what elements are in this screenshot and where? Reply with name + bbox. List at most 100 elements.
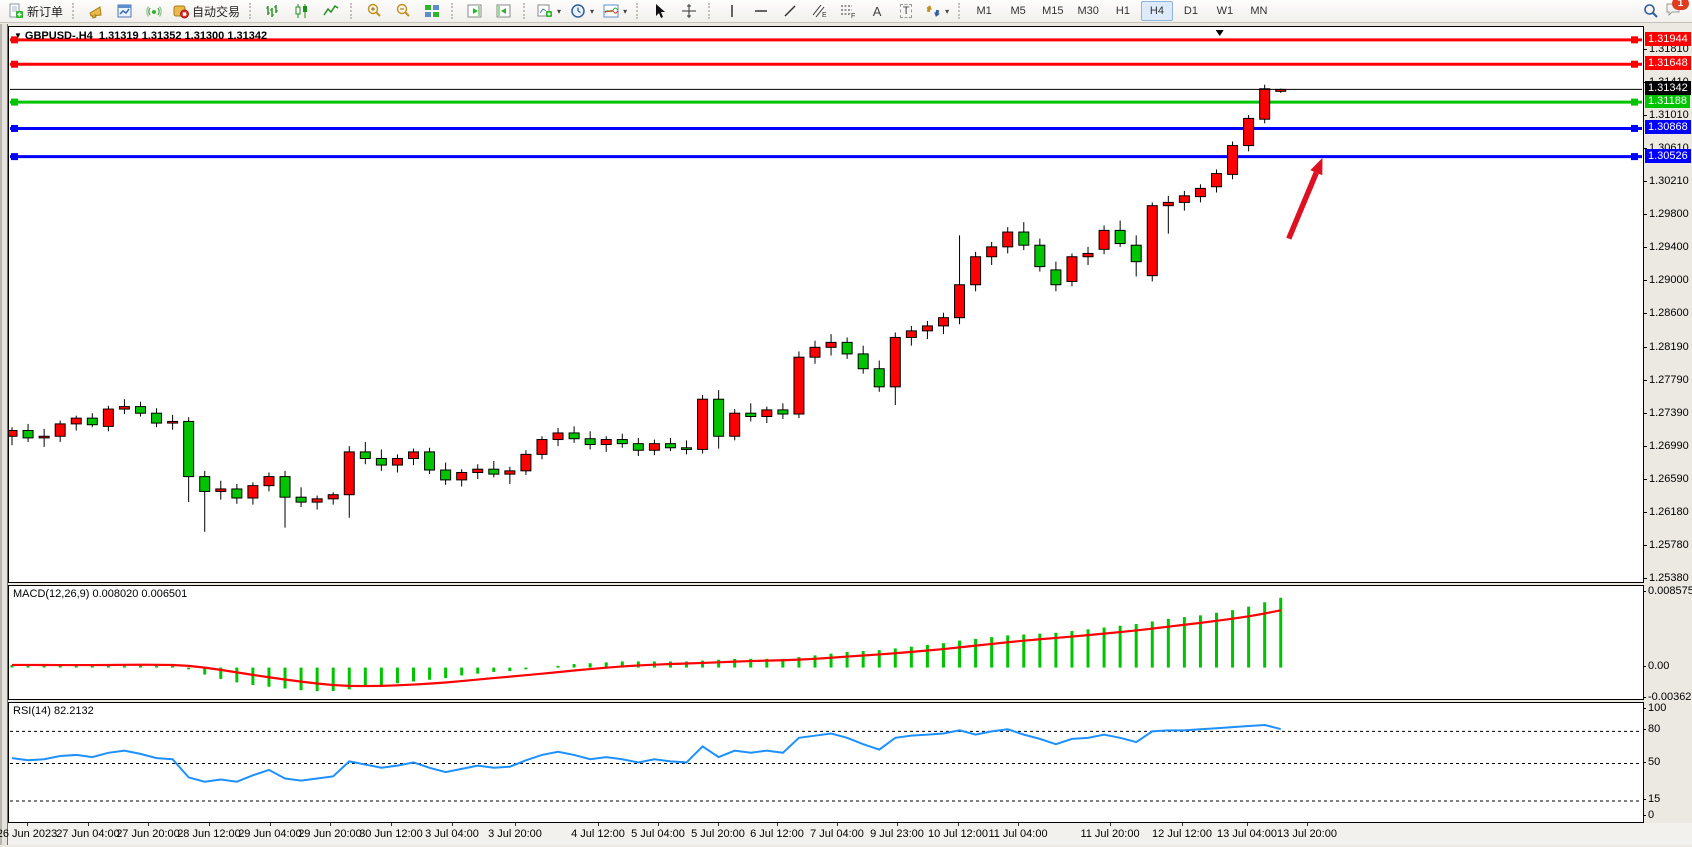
horizontal-line-tool-button[interactable]: [747, 0, 775, 22]
chat-badge: 1: [1672, 0, 1689, 10]
hline-handle[interactable]: [11, 60, 18, 68]
price-tag-1.31648: 1.31648: [1645, 56, 1691, 71]
toolbar-separator: [249, 3, 254, 19]
price-tick-label: 1.31810: [1643, 42, 1689, 55]
templates-button[interactable]: ▾: [599, 0, 631, 22]
zoom-out-button[interactable]: [389, 0, 417, 22]
date-tick: [837, 823, 838, 826]
date-tick: [330, 823, 331, 826]
search-icon[interactable]: [1643, 3, 1659, 19]
toolbar-separator: [636, 3, 641, 19]
candle: [777, 409, 789, 415]
equidistant-channel-icon: E: [812, 4, 827, 19]
auto-trading-icon: [173, 5, 190, 19]
hline-handle[interactable]: [1631, 98, 1638, 106]
candle: [102, 408, 114, 427]
chart-window-icon: [117, 4, 132, 18]
arrow-annotation-head[interactable]: [1310, 157, 1323, 176]
timeframe-button-mn[interactable]: MN: [1250, 5, 1268, 17]
hline-handle[interactable]: [1631, 36, 1638, 44]
candle: [809, 346, 821, 358]
cursor-tool-button[interactable]: [646, 0, 674, 22]
hline-handle[interactable]: [1631, 153, 1638, 161]
bar-chart-button[interactable]: [259, 0, 287, 22]
timeframe-button-m5[interactable]: M5: [1010, 5, 1026, 17]
price-tick-label: 1.30210: [1643, 174, 1689, 187]
macd-chart[interactable]: [9, 586, 1643, 699]
crosshair-tool-button[interactable]: [675, 0, 703, 22]
trendline-tool-button[interactable]: [776, 0, 804, 22]
toolbar: 新订单 自动交易: [0, 0, 1692, 23]
candle: [1066, 256, 1078, 282]
candle: [183, 420, 195, 478]
hline-handle[interactable]: [1631, 124, 1638, 132]
arrows-icon: [926, 5, 940, 17]
zoom-in-button[interactable]: [360, 0, 388, 22]
chat-button[interactable]: 1: [1665, 0, 1689, 22]
new-order-button[interactable]: 新订单: [4, 0, 67, 22]
price-chart-panel[interactable]: ▼ GBPUSD-.H4 1.31319 1.31352 1.31300 1.31…: [8, 26, 1644, 583]
timeframe-button-m15[interactable]: M15: [1042, 5, 1064, 17]
price-tick-label: 1.31010: [1643, 108, 1689, 121]
date-tick: [598, 823, 599, 826]
candle: [1227, 145, 1239, 175]
candle: [616, 439, 628, 445]
price-tag-1.30526: 1.30526: [1645, 148, 1691, 163]
timeframe-button-w1[interactable]: W1: [1216, 5, 1234, 17]
date-tick: [515, 823, 516, 826]
macd-signal-line: [12, 609, 1281, 688]
candle: [986, 246, 998, 258]
timeframe-button-m1[interactable]: M1: [976, 5, 992, 17]
signals-button[interactable]: [140, 0, 168, 22]
hline-handle[interactable]: [1631, 60, 1638, 68]
candle: [311, 498, 323, 503]
periods-button[interactable]: ▾: [566, 0, 598, 22]
chevron-down-icon: ▾: [557, 6, 562, 16]
market-button[interactable]: [82, 0, 110, 22]
timeframe-button-h1[interactable]: H1: [1115, 5, 1130, 17]
candle: [520, 453, 532, 472]
hline-handle[interactable]: [11, 124, 18, 132]
chart-shift-button[interactable]: [461, 0, 489, 22]
candle: [215, 488, 227, 492]
text-label-tool-button[interactable]: T: [892, 0, 920, 22]
candle: [327, 494, 339, 500]
price-tag-1.31188: 1.31188: [1645, 94, 1690, 109]
vertical-line-tool-button[interactable]: [718, 0, 746, 22]
candle: [134, 406, 146, 414]
rsi-chart[interactable]: [9, 703, 1643, 822]
timeframe-button-d1[interactable]: D1: [1183, 5, 1198, 17]
fibonacci-tool-button[interactable]: F: [834, 0, 862, 22]
line-chart-button[interactable]: [317, 0, 345, 22]
candle: [825, 341, 837, 348]
date-label: 13 Jul 04:00: [1217, 828, 1277, 840]
hline-handle[interactable]: [11, 153, 18, 161]
timeframe-button-m30[interactable]: M30: [1077, 5, 1099, 17]
rsi-panel[interactable]: RSI(14) 82.2132: [8, 702, 1644, 823]
auto-scroll-button[interactable]: [490, 0, 518, 22]
arrow-annotation[interactable]: [1286, 171, 1319, 240]
chart-window-button[interactable]: [111, 0, 139, 22]
auto-trading-button[interactable]: 自动交易: [169, 0, 244, 22]
channel-tool-button[interactable]: E: [805, 0, 833, 22]
candle: [1162, 201, 1174, 207]
candle: [713, 398, 725, 437]
new-chart-button[interactable]: ▾: [533, 0, 565, 22]
candlestick-chart[interactable]: [9, 27, 1643, 582]
date-tick: [209, 823, 210, 826]
timeframe-button-h4[interactable]: H4: [1140, 1, 1173, 21]
hline-handle[interactable]: [11, 98, 18, 106]
text-tool-button[interactable]: A: [863, 0, 891, 22]
hline-handle[interactable]: [11, 36, 18, 44]
price-tick-label: 1.29000: [1643, 274, 1689, 287]
macd-panel[interactable]: MACD(12,26,9) 0.008020 0.006501: [8, 585, 1644, 700]
date-label: 29 Jun 20:00: [298, 828, 362, 840]
candle: [873, 368, 885, 388]
candle: [841, 341, 853, 355]
tile-windows-button[interactable]: [418, 0, 446, 22]
candlestick-chart-button[interactable]: [288, 0, 316, 22]
arrows-tool-button[interactable]: ▾: [921, 0, 953, 22]
macd-label: MACD(12,26,9) 0.008020 0.006501: [13, 588, 188, 600]
candle: [38, 435, 50, 439]
timeframe-group: M1 M5 M15 M30 H1 H4 D1 W1 MN: [968, 1, 1275, 21]
